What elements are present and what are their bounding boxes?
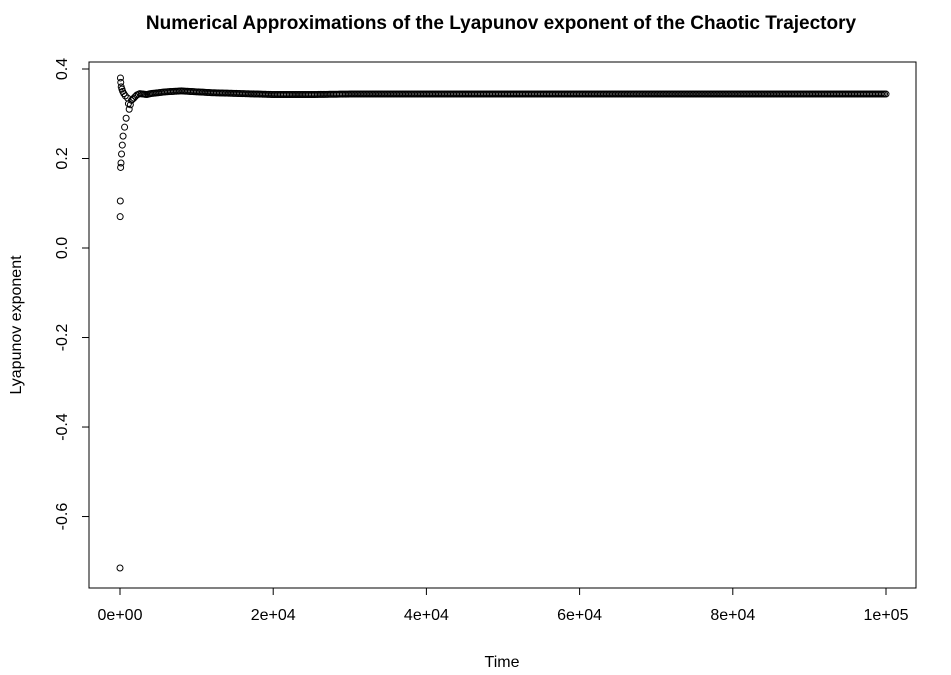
plot-frame xyxy=(88,61,917,589)
data-point xyxy=(137,90,145,98)
y-tick-label: -0.2 xyxy=(54,324,71,352)
data-point xyxy=(119,132,127,140)
data-point xyxy=(118,150,126,158)
data-point xyxy=(116,74,124,82)
y-tick-label: -0.6 xyxy=(54,503,71,531)
y-tick-label: 0.4 xyxy=(54,58,71,80)
data-point xyxy=(116,197,124,205)
x-tick-label: 0e+00 xyxy=(98,607,143,624)
x-tick-label: 2e+04 xyxy=(251,607,296,624)
data-point xyxy=(142,90,150,98)
y-axis: 0.4 0.2 0.0 -0.2 -0.4 -0.6 xyxy=(54,58,90,531)
data-point xyxy=(121,92,129,100)
data-point xyxy=(880,90,888,98)
chart-title: Numerical Approximations of the Lyapunov… xyxy=(146,13,857,34)
x-axis-label: Time xyxy=(485,654,520,671)
x-tick-label: 4e+04 xyxy=(404,607,449,624)
x-tick-label: 6e+04 xyxy=(557,607,602,624)
x-tick-label: 8e+04 xyxy=(710,607,755,624)
y-tick-label: 0.2 xyxy=(54,147,71,169)
y-tick-label: -0.4 xyxy=(54,413,71,441)
data-point xyxy=(117,163,125,171)
data-point xyxy=(117,159,125,167)
data-point xyxy=(118,141,126,149)
y-axis-label: Lyapunov exponent xyxy=(8,255,25,395)
data-points xyxy=(116,74,890,572)
data-point xyxy=(122,114,130,122)
y-tick-label: 0.0 xyxy=(54,237,71,259)
data-point xyxy=(121,123,129,131)
data-point xyxy=(117,78,125,86)
data-point xyxy=(116,564,124,572)
x-axis: 0e+00 2e+04 4e+04 6e+04 8e+04 1e+05 xyxy=(98,587,909,624)
data-point xyxy=(116,213,124,221)
x-tick-label: 1e+05 xyxy=(864,607,909,624)
